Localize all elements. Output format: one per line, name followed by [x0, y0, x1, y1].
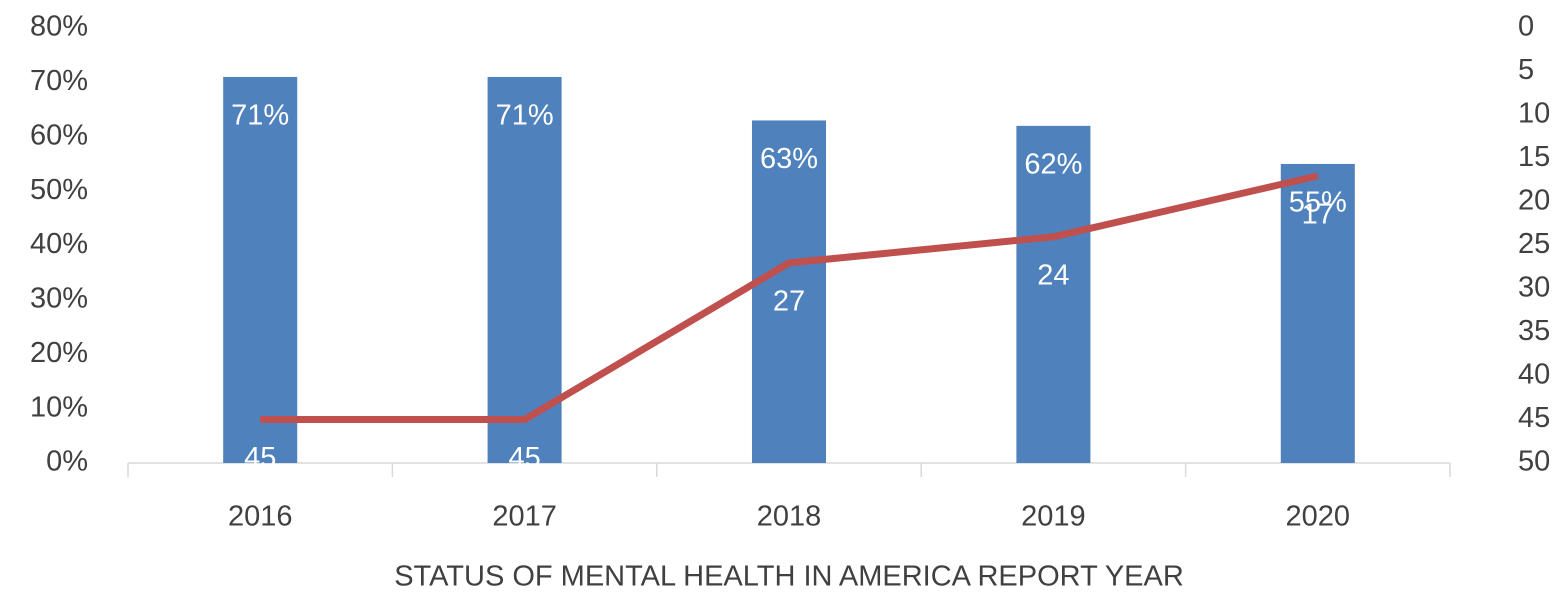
bar	[751, 120, 827, 463]
bar-label: 63%	[760, 143, 818, 175]
bar-label: 71%	[231, 100, 289, 132]
y2-tick-label: 40	[1518, 359, 1550, 391]
y-tick-label: 10%	[30, 391, 88, 423]
line-label: 17	[1302, 199, 1334, 231]
y2-tick-label: 50	[1518, 446, 1550, 478]
y2-tick-label: 35	[1518, 315, 1550, 347]
y2-tick-label: 15	[1518, 141, 1550, 173]
bar	[487, 76, 562, 463]
y-tick-label: 50%	[30, 174, 88, 206]
y2-tick-label: 10	[1518, 98, 1550, 130]
y2-tick-label: 0	[1518, 11, 1534, 43]
x-tick-label: 2016	[228, 501, 293, 533]
bar-label: 71%	[496, 100, 554, 132]
x-tick-label: 2020	[1286, 501, 1351, 533]
x-axis-title: STATUS OF MENTAL HEALTH IN AMERICA REPOR…	[394, 561, 1184, 593]
line-label: 45	[508, 442, 540, 474]
y2-tick-label: 45	[1518, 402, 1550, 434]
x-tick-label: 2019	[1021, 501, 1086, 533]
bar-label: 55%	[1289, 187, 1347, 219]
y-tick-label: 0%	[46, 446, 88, 478]
bar-label: 62%	[1024, 149, 1082, 181]
y-tick-label: 20%	[30, 337, 88, 369]
bar	[1280, 163, 1355, 463]
bar	[223, 76, 298, 463]
line	[260, 172, 1319, 423]
x-tick-label: 2018	[757, 501, 822, 533]
y-tick-label: 70%	[30, 65, 88, 97]
bar	[1016, 125, 1091, 463]
y2-tick-label: 30	[1518, 272, 1550, 304]
line-label: 24	[1037, 259, 1069, 291]
y2-tick-label: 20	[1518, 185, 1550, 217]
x-tick-label: 2017	[492, 501, 557, 533]
line-label: 45	[244, 442, 276, 474]
line-label: 27	[773, 286, 805, 318]
y2-tick-label: 25	[1518, 228, 1550, 260]
y-tick-label: 30%	[30, 283, 88, 315]
y2-tick-label: 5	[1518, 54, 1534, 86]
y-tick-label: 40%	[30, 228, 88, 260]
y-tick-label: 80%	[30, 11, 88, 43]
y-tick-label: 60%	[30, 119, 88, 151]
